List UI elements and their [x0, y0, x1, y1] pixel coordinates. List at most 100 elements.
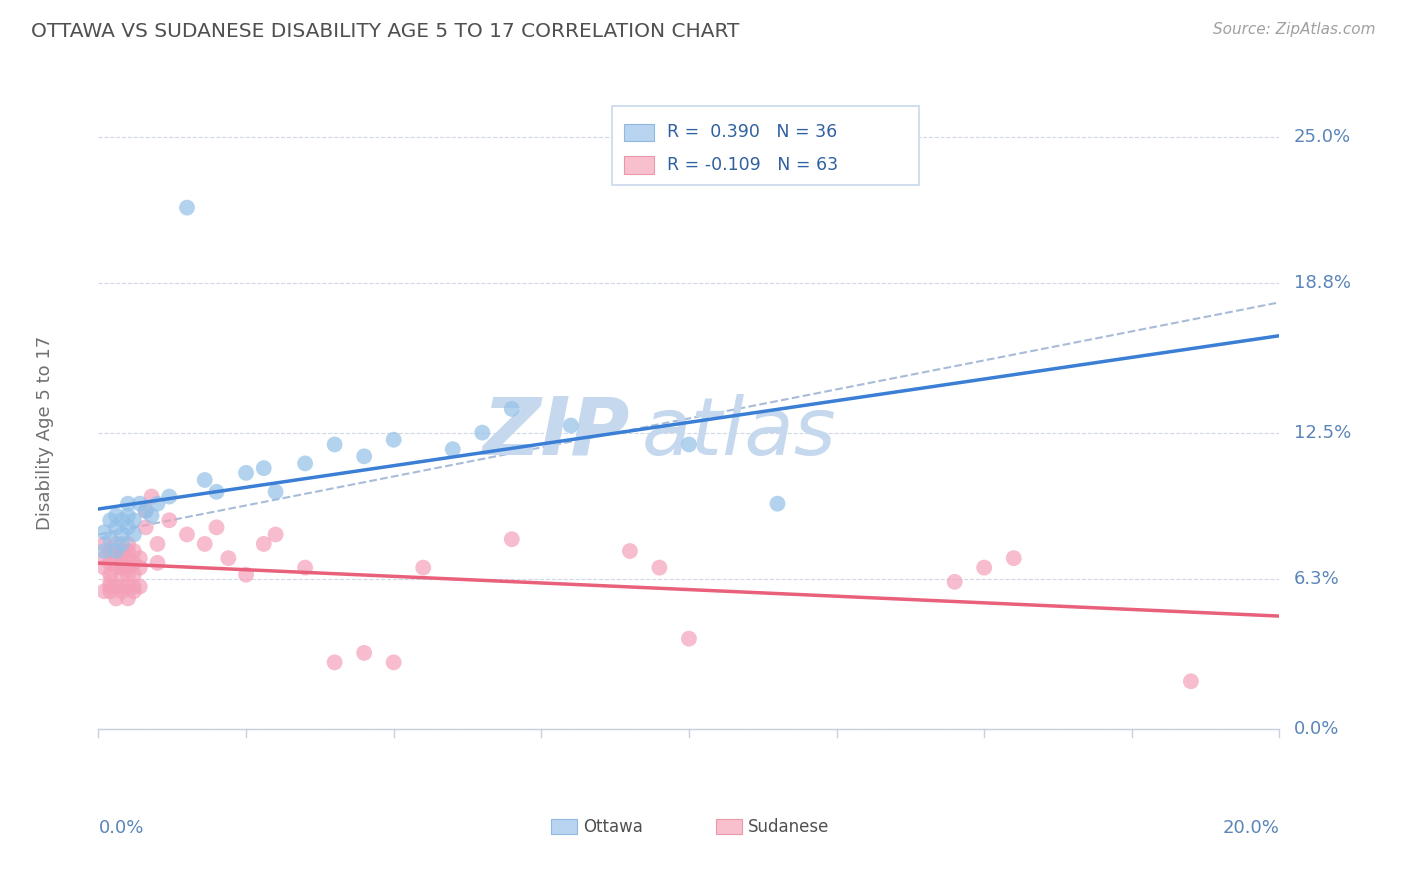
Text: 18.8%: 18.8% — [1294, 275, 1351, 293]
Point — [111, 580, 134, 594]
Point — [157, 490, 180, 504]
Point — [253, 461, 276, 475]
Point — [98, 580, 121, 594]
Text: 25.0%: 25.0% — [1294, 128, 1351, 145]
Point — [111, 527, 134, 541]
Point — [111, 556, 134, 570]
Point — [353, 450, 375, 464]
Point — [157, 513, 180, 527]
Point — [122, 527, 145, 541]
Point — [122, 513, 145, 527]
Point — [93, 560, 115, 574]
Point — [128, 497, 150, 511]
Point — [382, 656, 405, 670]
Bar — [624, 123, 654, 142]
Text: R = -0.109   N = 63: R = -0.109 N = 63 — [666, 156, 838, 174]
Point — [323, 656, 346, 670]
Point — [501, 401, 523, 416]
Text: R =  0.390   N = 36: R = 0.390 N = 36 — [666, 123, 837, 142]
Point — [105, 544, 128, 558]
Point — [117, 537, 139, 551]
Point — [111, 551, 134, 566]
Point — [353, 646, 375, 660]
Text: 6.3%: 6.3% — [1294, 571, 1340, 589]
Point — [111, 567, 134, 582]
Point — [111, 560, 134, 574]
Point — [264, 484, 287, 499]
Point — [560, 418, 582, 433]
Point — [117, 580, 139, 594]
Text: 0.0%: 0.0% — [98, 819, 143, 837]
Point — [93, 525, 115, 540]
Point — [135, 520, 157, 534]
Point — [122, 556, 145, 570]
Point — [1002, 551, 1025, 566]
Point — [98, 584, 121, 599]
Point — [98, 567, 121, 582]
Point — [111, 537, 134, 551]
Point — [1180, 674, 1202, 689]
Point — [141, 490, 163, 504]
Point — [105, 537, 128, 551]
Point — [111, 584, 134, 599]
Point — [122, 580, 145, 594]
Point — [105, 560, 128, 574]
Bar — [612, 106, 920, 186]
Point — [117, 508, 139, 523]
Point — [146, 537, 169, 551]
Point — [323, 437, 346, 451]
Point — [93, 537, 115, 551]
Text: Source: ZipAtlas.com: Source: ZipAtlas.com — [1212, 22, 1375, 37]
Point — [93, 584, 115, 599]
Point — [135, 504, 157, 518]
Bar — [624, 156, 654, 174]
Text: 12.5%: 12.5% — [1294, 424, 1351, 442]
Point — [105, 508, 128, 523]
Text: 20.0%: 20.0% — [1223, 819, 1279, 837]
Point — [619, 544, 641, 558]
Point — [122, 584, 145, 599]
Text: Ottawa: Ottawa — [582, 818, 643, 836]
Point — [117, 591, 139, 606]
Point — [146, 497, 169, 511]
Point — [93, 551, 115, 566]
Point — [648, 560, 671, 574]
Point — [117, 551, 139, 566]
Point — [117, 544, 139, 558]
Point — [194, 537, 217, 551]
Text: atlas: atlas — [641, 393, 837, 472]
Point — [117, 497, 139, 511]
Point — [217, 551, 239, 566]
Point — [128, 580, 150, 594]
Point — [294, 457, 316, 471]
Point — [264, 527, 287, 541]
Point — [678, 437, 700, 451]
Point — [105, 520, 128, 534]
Point — [235, 567, 257, 582]
Point — [111, 513, 134, 527]
Point — [117, 560, 139, 574]
Point — [105, 580, 128, 594]
Point — [98, 544, 121, 558]
Point — [128, 551, 150, 566]
Point — [122, 567, 145, 582]
Point — [128, 560, 150, 574]
Text: Disability Age 5 to 17: Disability Age 5 to 17 — [37, 335, 55, 530]
Point — [111, 544, 134, 558]
Point — [235, 466, 257, 480]
Point — [441, 442, 464, 457]
Point — [205, 484, 228, 499]
Point — [176, 201, 198, 215]
Point — [105, 591, 128, 606]
Bar — [716, 820, 742, 834]
Point — [122, 544, 145, 558]
Point — [135, 504, 157, 518]
Point — [146, 556, 169, 570]
Text: OTTAWA VS SUDANESE DISABILITY AGE 5 TO 17 CORRELATION CHART: OTTAWA VS SUDANESE DISABILITY AGE 5 TO 1… — [31, 22, 740, 41]
Point — [294, 560, 316, 574]
Point — [501, 532, 523, 546]
Point — [117, 520, 139, 534]
Point — [382, 433, 405, 447]
Point — [141, 508, 163, 523]
Point — [412, 560, 434, 574]
